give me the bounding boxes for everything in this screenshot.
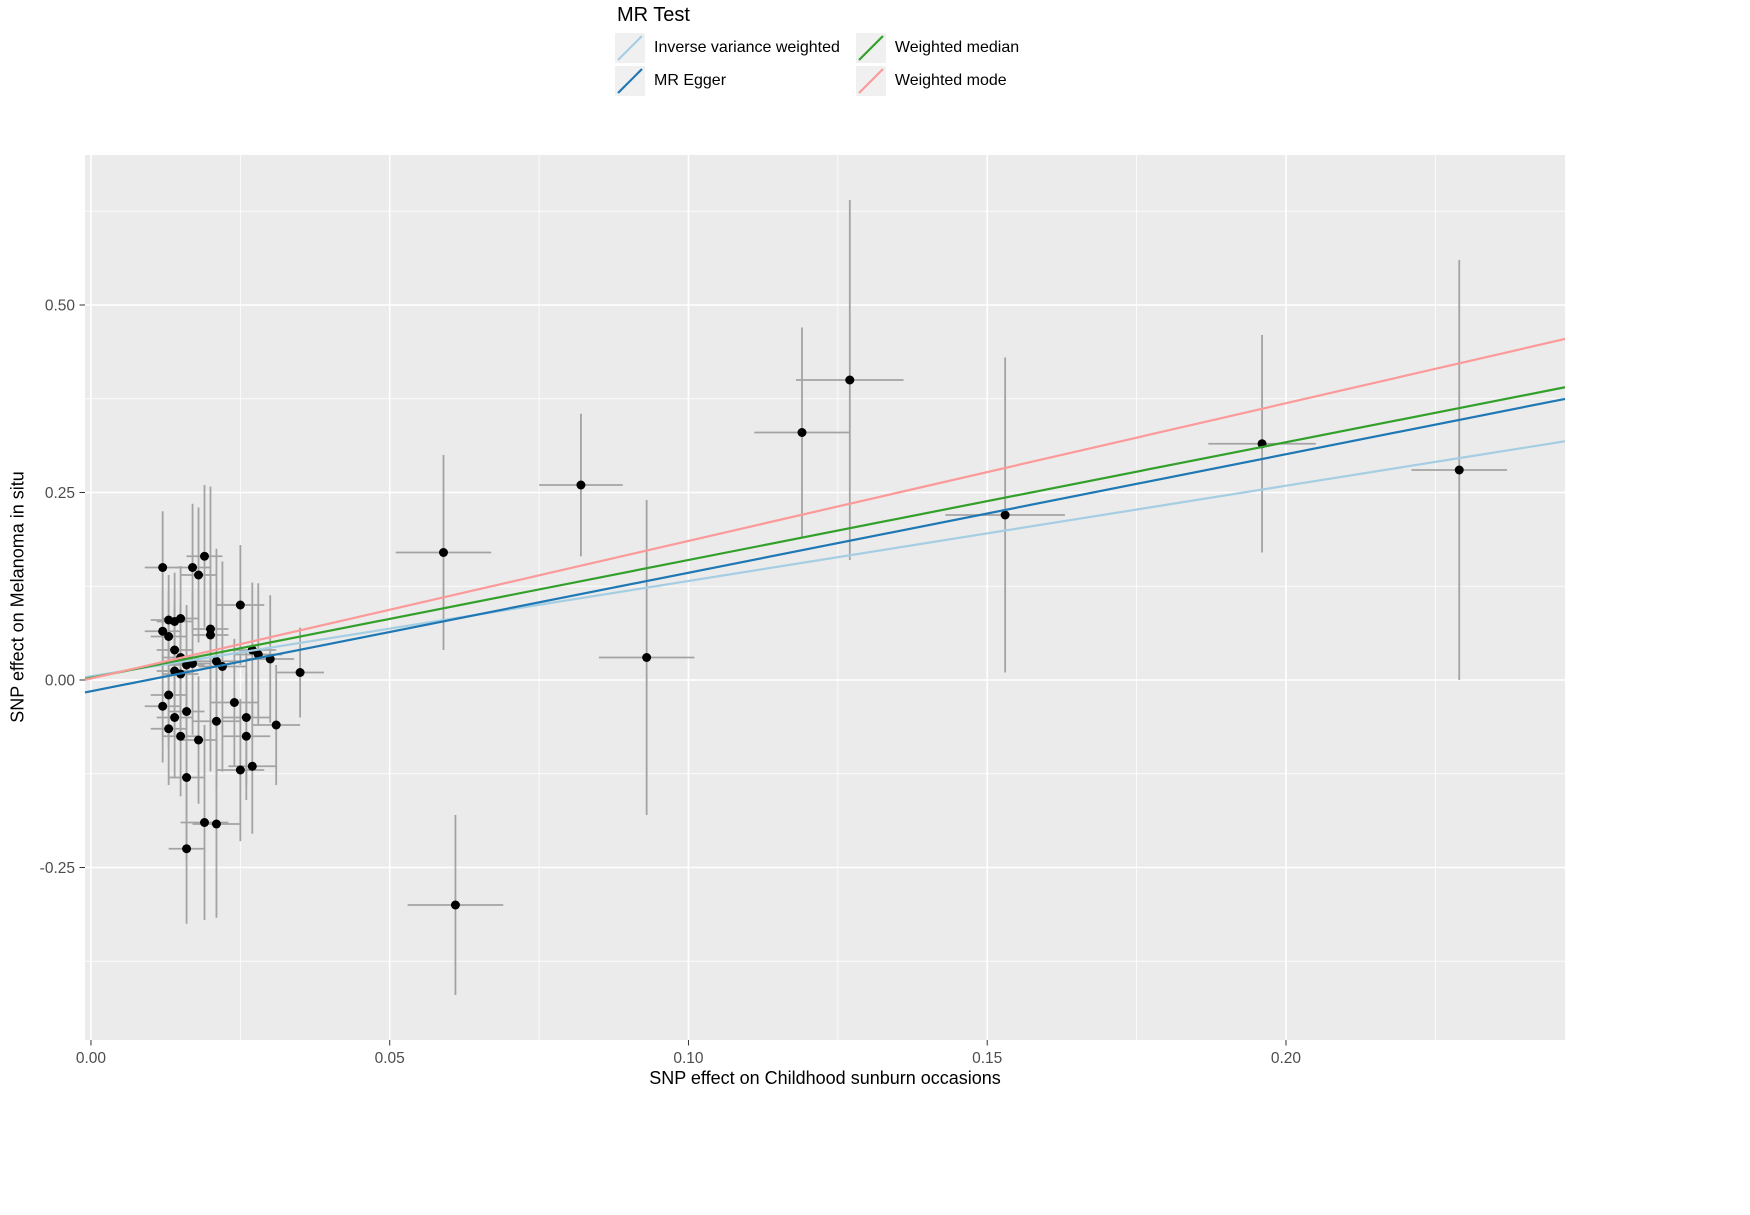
data-point (797, 428, 807, 437)
data-point (199, 551, 209, 561)
data-point (170, 713, 180, 722)
y-tick-label: -0.25 (40, 860, 75, 877)
data-point (182, 844, 192, 854)
data-point (194, 735, 204, 745)
plot-panel (85, 155, 1565, 1040)
y-tick-label: 0.25 (45, 485, 75, 502)
legend-key-weighted-mode (855, 66, 886, 96)
data-point (164, 632, 174, 641)
data-point (211, 819, 221, 829)
legend-entry-egger: MR Egger (615, 66, 840, 96)
data-point (182, 707, 192, 716)
data-point (271, 720, 281, 730)
data-point (205, 624, 215, 634)
data-point (158, 563, 168, 572)
data-point (188, 563, 198, 572)
legend-label: Inverse variance weighted (654, 39, 840, 56)
regression-line (84, 397, 1566, 694)
legend-key-ivw (615, 33, 645, 63)
data-point (845, 375, 855, 385)
legend-entry-weighted-median: Weighted median (855, 33, 1020, 63)
data-point (241, 731, 251, 741)
y-axis-label: SNP effect on Melanoma in situ (7, 471, 28, 723)
y-tick-label: 0.00 (45, 673, 76, 690)
x-tick-label: 0.10 (673, 1050, 704, 1067)
legend-label: Weighted mode (894, 72, 1007, 89)
data-point (642, 653, 652, 662)
data-point (170, 645, 180, 655)
y-tick-label: 0.50 (45, 298, 76, 315)
data-point (211, 656, 221, 666)
data-point (158, 701, 168, 711)
x-axis-label: SNP effect on Childhood sunburn occasion… (649, 1068, 1001, 1088)
x-tick-label: 0.20 (1271, 1050, 1302, 1067)
diagonal-line-icon (858, 35, 884, 61)
data-point (235, 600, 245, 610)
legend-entry-weighted-mode: Weighted mode (855, 66, 1019, 96)
data-point (576, 480, 586, 490)
data-point (1000, 510, 1010, 520)
data-point (211, 716, 221, 726)
data-point (438, 548, 448, 557)
data-point (1454, 465, 1464, 475)
legend-key-weighted-median (855, 33, 886, 63)
data-point (235, 765, 245, 775)
data-point (450, 900, 460, 910)
data-point (247, 761, 257, 771)
regression-line (84, 337, 1566, 681)
diagonal-line-icon (858, 68, 884, 94)
legend-label: MR Egger (654, 72, 727, 89)
data-point (164, 724, 174, 734)
regression-line (84, 440, 1566, 679)
x-tick-label: 0.05 (375, 1050, 405, 1067)
legend-key-egger (615, 66, 645, 96)
data-point (158, 626, 168, 636)
data-point (241, 713, 251, 722)
legend-entry-ivw: Inverse variance weighted (615, 33, 840, 63)
data-point (176, 614, 186, 623)
data-point (229, 698, 239, 707)
data-point (182, 773, 192, 782)
legend-label: Weighted median (894, 39, 1020, 56)
data-point (164, 690, 174, 700)
data-point (194, 570, 204, 580)
legend-title: MR Test (617, 4, 690, 26)
data-point (199, 818, 209, 827)
diagonal-line-icon (617, 68, 643, 94)
data-point (176, 731, 186, 741)
x-tick-label: 0.15 (972, 1050, 1002, 1067)
data-point (295, 668, 305, 677)
x-tick-label: 0.00 (76, 1050, 107, 1067)
regression-line (84, 386, 1566, 681)
legend-entries: Inverse variance weighted MR Egger Weigh… (615, 33, 1019, 96)
legend: MR Test Inverse variance weighted MR Egg… (615, 0, 1019, 96)
diagonal-line-icon (617, 35, 643, 61)
